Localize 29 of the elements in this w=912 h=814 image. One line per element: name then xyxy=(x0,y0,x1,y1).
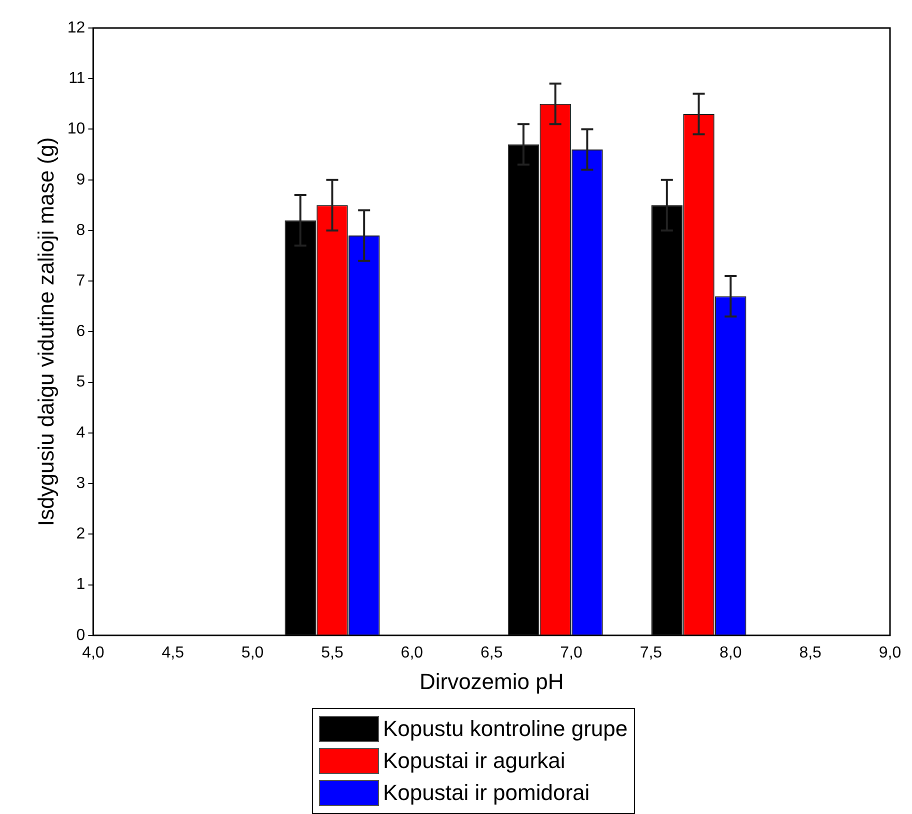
y-tick-label: 5 xyxy=(76,374,86,391)
x-tick-label: 6,5 xyxy=(480,644,503,662)
x-tick-label: 8,5 xyxy=(799,644,822,662)
y-tick-label: 8 xyxy=(76,222,86,239)
x-tick-label: 4,0 xyxy=(82,644,104,662)
y-tick-label: 12 xyxy=(67,19,86,36)
y-tick-label: 9 xyxy=(76,171,86,188)
legend-label: Kopustai ir agurkai xyxy=(383,748,566,774)
x-tick-label: 8,0 xyxy=(720,644,742,662)
y-tick-label: 0 xyxy=(76,626,86,644)
x-tick-label: 6,0 xyxy=(400,644,424,662)
legend-label: Kopustu kontroline grupe xyxy=(383,716,628,742)
y-tick-label: 10 xyxy=(67,120,86,138)
x-tick-label: 5,5 xyxy=(321,644,344,662)
x-tick-label: 4,5 xyxy=(162,644,184,662)
y-tick-label: 11 xyxy=(68,70,86,88)
x-tick-label: 7,5 xyxy=(640,644,662,662)
x-axis-title: Dirvozemio pH xyxy=(419,668,564,694)
y-tick-label: 2 xyxy=(76,526,86,543)
legend-label: Kopustai ir pomidorai xyxy=(383,780,590,806)
y-tick-label: 4 xyxy=(76,424,86,442)
y-tick-label: 7 xyxy=(76,272,86,290)
x-tick-label: 9,0 xyxy=(878,644,902,662)
y-tick-label: 6 xyxy=(76,323,86,340)
y-tick-label: 1 xyxy=(76,576,86,594)
y-axis-title: Isdygusiu daigu vidutine zalioji mase (g) xyxy=(33,137,58,526)
x-tick-label: 5,0 xyxy=(241,644,264,662)
y-tick-label: 3 xyxy=(76,474,86,492)
x-tick-label: 7,0 xyxy=(560,644,582,662)
